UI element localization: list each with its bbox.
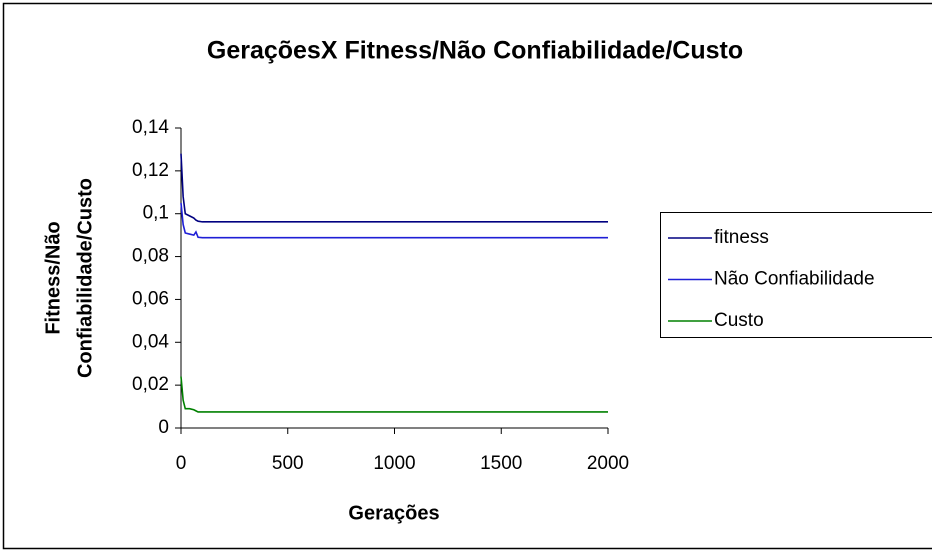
y-tick-label: 0,12 bbox=[132, 160, 169, 181]
y-axis-title: Fitness/Não bbox=[42, 221, 64, 334]
chart-title: GeraçõesX Fitness/Não Confiabilidade/Cus… bbox=[207, 37, 743, 65]
series-line bbox=[180, 376, 608, 413]
legend-box bbox=[660, 212, 932, 338]
series-line bbox=[180, 153, 608, 223]
x-tick-label: 1000 bbox=[373, 453, 415, 474]
y-tick-label: 0,08 bbox=[132, 246, 169, 267]
x-axis-title: Gerações bbox=[348, 502, 439, 524]
series-line bbox=[180, 202, 608, 239]
legend-label: fitness bbox=[714, 227, 769, 248]
x-tick-label: 2000 bbox=[587, 453, 629, 474]
y-tick-label: 0,02 bbox=[132, 374, 169, 395]
legend-label: Custo bbox=[714, 310, 764, 331]
y-tick-label: 0,06 bbox=[132, 288, 169, 309]
x-tick-label: 0 bbox=[176, 453, 187, 474]
legend-label: Não Confiabilidade bbox=[714, 269, 875, 290]
y-tick-label: 0 bbox=[158, 417, 169, 438]
x-tick-label: 500 bbox=[272, 453, 304, 474]
y-tick-label: 0,14 bbox=[132, 117, 169, 138]
x-tick-label: 1500 bbox=[480, 453, 522, 474]
y-tick-label: 0,04 bbox=[132, 331, 169, 352]
y-axis-title: Confiabilidade/Custo bbox=[74, 178, 96, 378]
y-tick-label: 0,1 bbox=[143, 203, 169, 224]
